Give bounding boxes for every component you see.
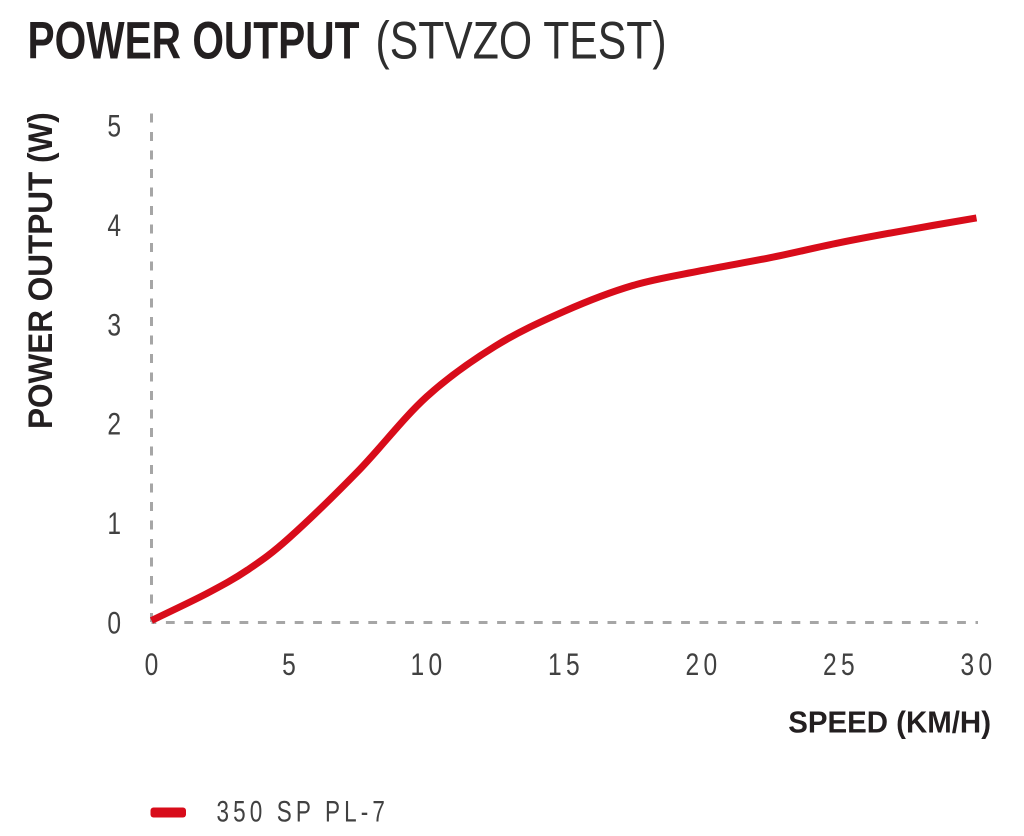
svg-text:25: 25 [823, 646, 859, 682]
svg-text:5: 5 [282, 646, 296, 682]
svg-text:3: 3 [107, 306, 121, 342]
svg-text:1: 1 [107, 505, 121, 541]
svg-text:0: 0 [145, 646, 159, 682]
svg-text:5: 5 [107, 108, 121, 144]
svg-text:2: 2 [107, 406, 121, 442]
svg-text:350 SP PL-7: 350 SP PL-7 [217, 794, 389, 828]
svg-text:20: 20 [686, 646, 722, 682]
svg-text:0: 0 [107, 605, 121, 641]
svg-text:SPEED (KM/H): SPEED (KM/H) [788, 706, 991, 740]
svg-text:30: 30 [961, 646, 997, 682]
svg-text:10: 10 [411, 646, 447, 682]
svg-text:4: 4 [107, 207, 121, 243]
svg-text:15: 15 [548, 646, 584, 682]
svg-text:(STVZO TEST): (STVZO TEST) [376, 11, 667, 70]
svg-text:POWER OUTPUT: POWER OUTPUT [28, 11, 360, 70]
svg-text:POWER OUTPUT (W): POWER OUTPUT (W) [21, 112, 59, 429]
